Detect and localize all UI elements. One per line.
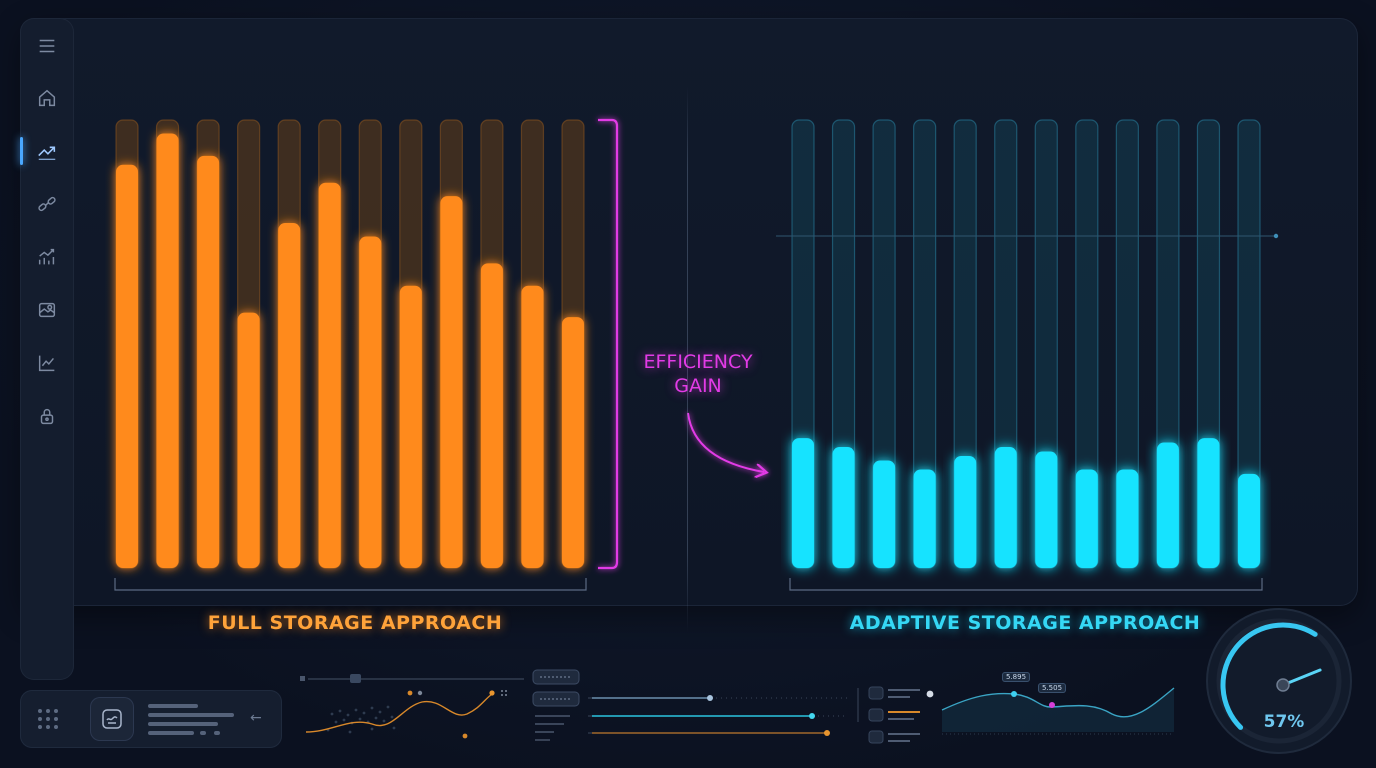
efficiency-arrow (687, 412, 764, 472)
gauge-hub (1276, 678, 1290, 692)
full-storage-bar[interactable] (197, 155, 220, 568)
link-icon (38, 196, 56, 212)
slider-knob-2[interactable] (809, 713, 815, 719)
back-arrow-icon[interactable]: ← (250, 710, 262, 726)
right-baseline-bracket (789, 578, 1263, 591)
legend-toggle-dot[interactable] (926, 690, 934, 698)
adaptive-storage-bar[interactable] (994, 447, 1017, 568)
sidebar-item-growth[interactable] (20, 237, 74, 277)
line-chart-icon (38, 355, 55, 372)
dock-app-tile[interactable] (90, 697, 134, 741)
bar-growth-icon (38, 248, 55, 265)
slider-knob-3[interactable] (824, 730, 830, 736)
map-dot-cluster (326, 705, 396, 734)
full-storage-bar[interactable] (399, 285, 422, 568)
sidebar-item-links[interactable] (20, 184, 74, 224)
orange-sparkline (305, 693, 493, 733)
efficiency-bracket (598, 118, 619, 570)
wave-area (942, 688, 1174, 732)
full-storage-bar[interactable] (562, 317, 584, 568)
orange-small-dot (462, 733, 468, 739)
timeline-handle[interactable] (350, 674, 361, 683)
guide-dot-upper (1273, 233, 1279, 239)
grid-dots-icon (501, 690, 507, 696)
full-storage-bar[interactable] (440, 196, 463, 568)
sidebar-item-home[interactable] (20, 78, 74, 118)
adaptive-storage-bar[interactable] (1035, 451, 1058, 568)
menu-icon (39, 39, 55, 53)
adaptive-storage-bar[interactable] (913, 469, 936, 568)
full-storage-bar[interactable] (359, 236, 382, 569)
adaptive-storage-bar[interactable] (954, 456, 977, 568)
adaptive-storage-bar[interactable] (1238, 473, 1260, 568)
adaptive-storage-bar[interactable] (1156, 442, 1179, 568)
dock-text-line-6 (214, 731, 220, 735)
efficiency-label-line2: GAIN (674, 375, 722, 397)
gray-indicator-dot (417, 690, 423, 696)
left-baseline-bracket (114, 578, 587, 591)
wave-point-b-label: 5.505 (1038, 683, 1067, 693)
dock-text-line-3 (148, 722, 218, 726)
adaptive-storage-bar[interactable] (873, 460, 896, 568)
legend-row-icon-2[interactable] (868, 708, 884, 722)
sidebar-item-analytics[interactable] (20, 343, 74, 383)
wave-point-a[interactable] (1011, 691, 1017, 697)
full-storage-bar[interactable] (116, 164, 138, 569)
home-icon (38, 89, 56, 107)
full-storage-label: FULL STORAGE APPROACH (207, 612, 503, 634)
menu-button[interactable] (20, 26, 74, 66)
legend-row-icon-1[interactable] (868, 686, 884, 700)
dock-text-line-4 (148, 731, 194, 735)
efficiency-gauge (1206, 608, 1352, 754)
adaptive-storage-bar[interactable] (1197, 438, 1220, 568)
gauge-percent-value: 57% (1263, 712, 1305, 732)
timeline-start-marker (300, 676, 305, 681)
center-divider (687, 86, 688, 632)
dock-text-line-1 (148, 704, 198, 708)
mini-widgets-strip (300, 669, 1175, 744)
adaptive-storage-bar[interactable] (832, 447, 855, 568)
apps-grid-icon[interactable] (38, 709, 58, 729)
adaptive-storage-bar[interactable] (792, 438, 814, 568)
efficiency-label-line1: EFFICIENCY (643, 351, 753, 373)
full-storage-bar[interactable] (237, 312, 260, 568)
trend-icon (38, 146, 56, 160)
gauge-progress-arc (1220, 622, 1318, 730)
orange-indicator-dot (407, 690, 413, 696)
full-storage-bar[interactable] (156, 133, 179, 568)
sparkline-end-dot (489, 690, 495, 696)
full-storage-bar[interactable] (521, 285, 544, 568)
bottom-dock: ← (20, 690, 282, 748)
wave-point-a-label: 5.895 (1002, 672, 1031, 682)
slider-knob-1[interactable] (707, 695, 713, 701)
sidebar (20, 18, 74, 680)
lock-icon (40, 408, 54, 425)
sidebar-item-trends[interactable] (20, 131, 74, 171)
adaptive-storage-label: ADAPTIVE STORAGE APPROACH (849, 612, 1201, 634)
wave-point-b[interactable] (1049, 702, 1055, 708)
full-storage-bar[interactable] (278, 223, 301, 569)
adaptive-storage-bar[interactable] (1116, 469, 1139, 568)
full-storage-bars (115, 119, 585, 569)
legend-row-icon-3[interactable] (868, 730, 884, 744)
wave-app-icon (102, 709, 122, 729)
efficiency-gain-label: EFFICIENCY GAIN (628, 350, 768, 398)
gallery-icon (38, 302, 56, 318)
adaptive-storage-bars (791, 119, 1261, 569)
dock-text-line-2 (148, 713, 234, 717)
full-storage-bar[interactable] (480, 263, 503, 568)
sidebar-item-security[interactable] (20, 396, 74, 436)
dock-text-line-5 (200, 731, 206, 735)
adaptive-storage-bar[interactable] (1075, 469, 1098, 568)
full-storage-bar[interactable] (318, 182, 341, 568)
sidebar-item-gallery[interactable] (20, 290, 74, 330)
